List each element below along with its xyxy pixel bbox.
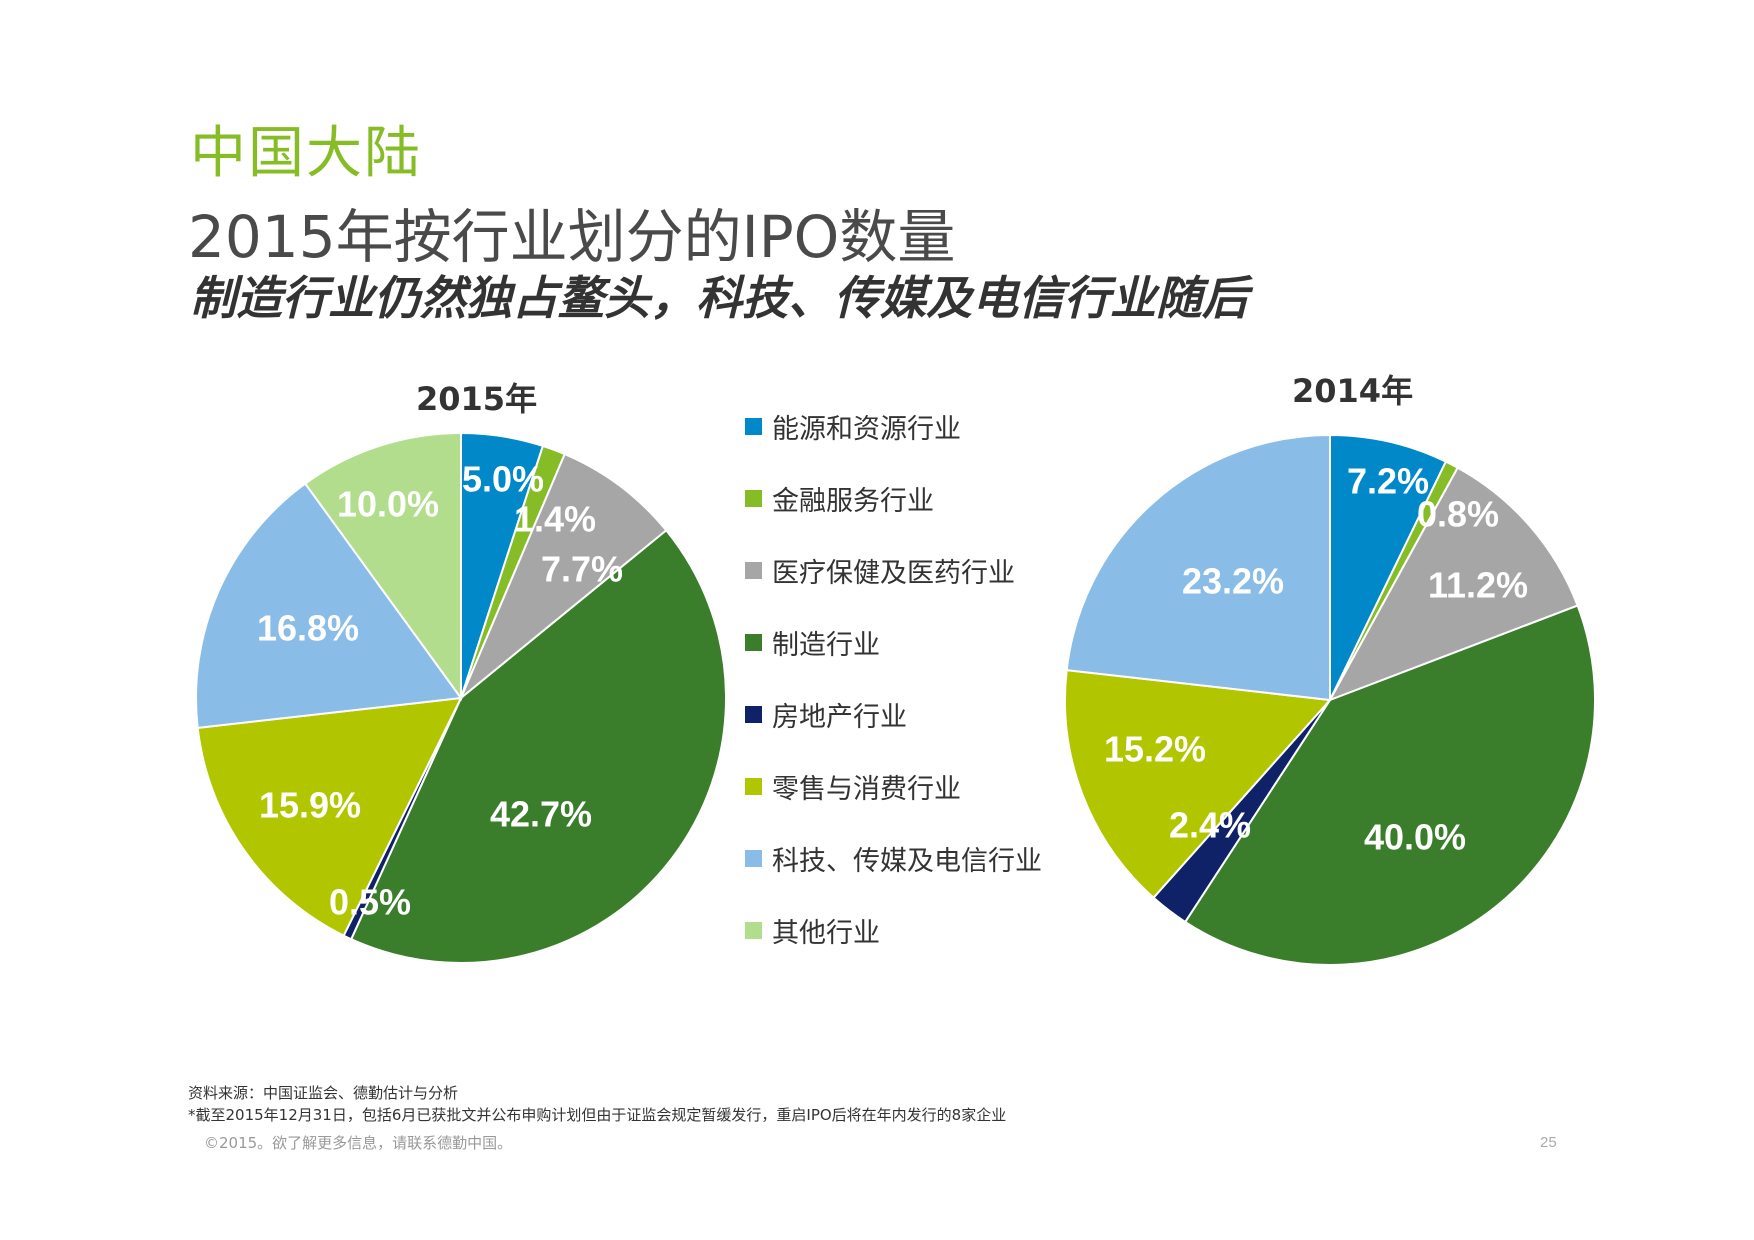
footnote: *截至2015年12月31日，包括6月已获批文并公布申购计划但由于证监会规定暂缓…: [188, 1106, 1007, 1124]
chart-2015-title: 2015年: [416, 380, 538, 418]
legend-label: 房地产行业: [772, 701, 907, 733]
pie-slice: [196, 696, 463, 937]
legend-swatch: [745, 705, 762, 723]
slice-label: 7.7%: [541, 549, 623, 590]
page-subtitle: 制造行业仍然独占鳌头，科技、传媒及电信行业随后: [190, 271, 1248, 325]
legend-swatch: [745, 777, 762, 795]
pie-slice: [1064, 668, 1333, 900]
legend-swatch: [745, 561, 762, 579]
slice-label: 1.4%: [514, 499, 596, 540]
pie-slice: [303, 431, 462, 702]
slice-label: 0.8%: [1417, 494, 1499, 535]
slice-label: 16.8%: [257, 608, 359, 649]
slice-label: 10.0%: [337, 484, 439, 525]
slice-label: 15.9%: [259, 785, 361, 826]
pie-slice: [1065, 433, 1331, 702]
page-title: 2015年按行业划分的IPO数量: [188, 203, 956, 271]
slice-label: 42.7%: [490, 794, 592, 835]
legend-swatch: [745, 633, 762, 651]
chart-2014-title: 2014年: [1292, 372, 1414, 410]
pie-slice: [349, 528, 727, 964]
legend-label: 零售与消费行业: [772, 773, 961, 805]
slice-label: 40.0%: [1364, 817, 1466, 858]
legend-label: 能源和资源行业: [772, 413, 961, 445]
page-number: 25: [1540, 1134, 1557, 1151]
source-note: 资料来源：中国证监会、德勤估计与分析: [188, 1084, 459, 1102]
legend-swatch: [745, 489, 762, 507]
legend-item: 医疗保健及医药行业: [745, 534, 1042, 606]
pie-slice: [195, 482, 463, 730]
legend-label: 金融服务行业: [772, 485, 934, 517]
legend-label: 其他行业: [772, 917, 880, 949]
footer-notes: 资料来源：中国证监会、德勤估计与分析 *截至2015年12月31日，包括6月已获…: [188, 1082, 1006, 1126]
region-title: 中国大陆: [190, 121, 422, 186]
pie-slice: [460, 452, 668, 699]
legend-item: 制造行业: [745, 606, 1042, 678]
legend-swatch: [745, 417, 762, 435]
legend-swatch: [745, 849, 762, 867]
pie-slice: [1329, 433, 1448, 701]
slice-label: 0.5%: [329, 882, 411, 923]
legend-item: 房地产行业: [745, 678, 1042, 750]
legend-label: 制造行业: [772, 629, 880, 661]
pie-2015: 5.0%1.4% 7.7% 42.7% 0.5% 15.9% 16.8% 10.0%: [195, 431, 727, 964]
legend-swatch: [745, 921, 762, 939]
slice-label: 5.0%: [462, 459, 544, 500]
legend-item: 科技、传媒及电信行业: [745, 822, 1042, 894]
slice-label: 15.2%: [1104, 729, 1206, 770]
pie-slice: [1327, 466, 1579, 702]
legend-label: 科技、传媒及电信行业: [772, 845, 1042, 877]
slice-label: 23.2%: [1182, 561, 1284, 602]
legend-label: 医疗保健及医药行业: [772, 557, 1015, 589]
pie-2014: 7.2%0.8% 11.2% 40.0% 2.4% 15.2% 23.2%: [1064, 433, 1596, 966]
legend-item: 金融服务行业: [745, 462, 1042, 534]
pie-slice: [1183, 604, 1596, 966]
legend-item: 能源和资源行业: [745, 390, 1042, 462]
legend-item: 零售与消费行业: [745, 750, 1042, 822]
slice-label: 2.4%: [1169, 805, 1251, 846]
legend-item: 其他行业: [745, 894, 1042, 966]
legend: 能源和资源行业 金融服务行业 医疗保健及医药行业 制造行业 房地产行业 零售与消…: [745, 390, 1042, 966]
copyright: ©2015。欲了解更多信息，请联系德勤中国。: [204, 1134, 513, 1152]
slice-label: 11.2%: [1428, 565, 1528, 606]
slice-label: 7.2%: [1347, 461, 1429, 502]
